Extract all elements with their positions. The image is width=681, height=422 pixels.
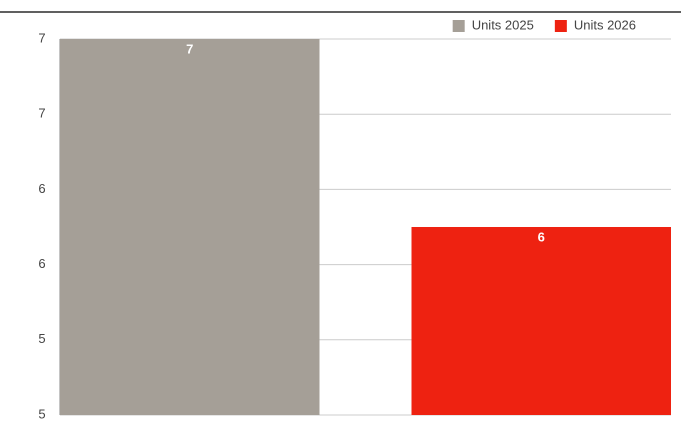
legend-label: Units 2026	[574, 17, 636, 32]
y-tick-label: 6	[38, 181, 45, 196]
bar	[411, 227, 671, 415]
y-tick-label: 5	[38, 406, 45, 421]
legend-swatch	[452, 20, 465, 32]
value-label: 6	[538, 229, 545, 244]
y-tick-label: 7	[38, 30, 45, 45]
legend-label: Units 2025	[472, 17, 534, 32]
value-label: 7	[186, 41, 193, 56]
y-tick-label: 5	[38, 331, 45, 346]
bar	[60, 39, 320, 415]
legend-swatch	[554, 20, 567, 32]
y-tick-label: 7	[38, 106, 45, 121]
y-tick-label: 6	[38, 256, 45, 271]
